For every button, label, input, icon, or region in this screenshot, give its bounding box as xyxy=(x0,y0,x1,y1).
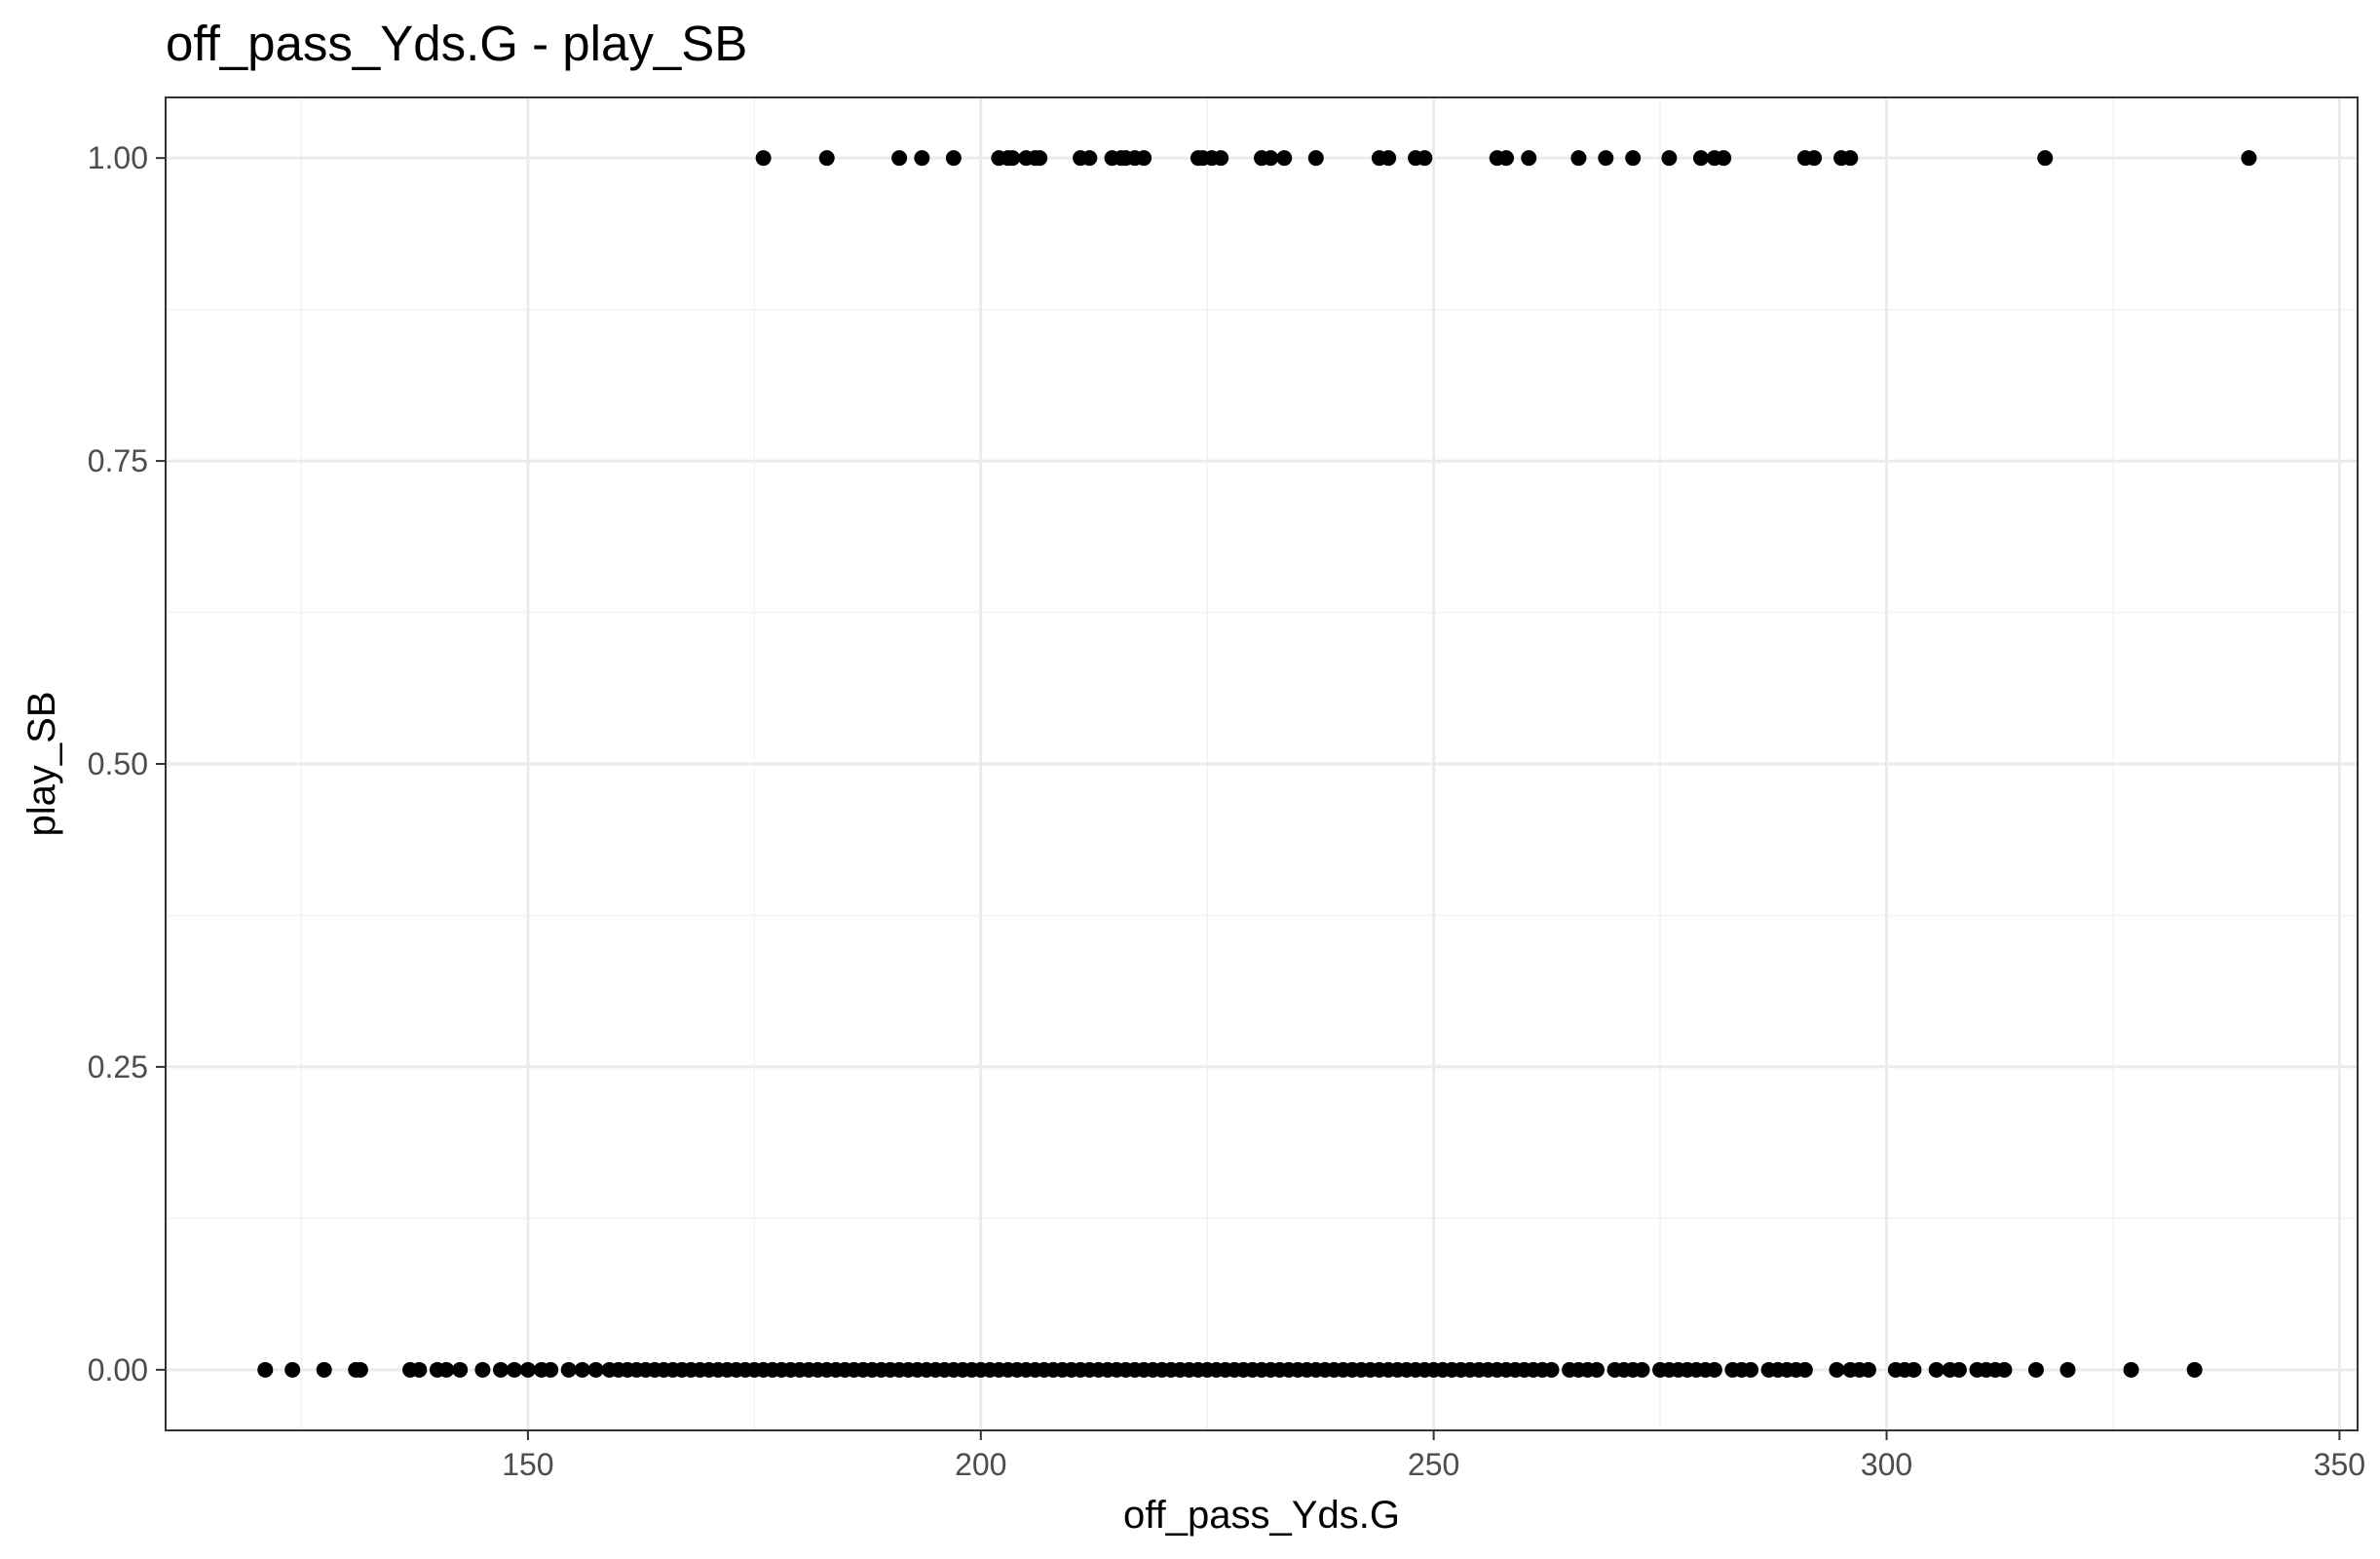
data-point xyxy=(257,1361,274,1378)
data-point xyxy=(1570,150,1587,167)
data-point xyxy=(519,1361,536,1378)
data-point xyxy=(2059,1361,2076,1378)
data-point xyxy=(474,1361,491,1378)
data-point xyxy=(1842,150,1859,167)
x-axis-ticks: 150 200 250 300 350 xyxy=(502,1430,2365,1482)
data-point xyxy=(587,1361,604,1378)
data-point xyxy=(1806,150,1823,167)
data-point xyxy=(1716,150,1732,167)
data-point xyxy=(574,1361,590,1378)
data-point xyxy=(1829,1361,1845,1378)
data-point xyxy=(2123,1361,2139,1378)
data-point xyxy=(352,1361,368,1378)
chart-title: off_pass_Yds.G - play_SB xyxy=(166,16,747,71)
data-point xyxy=(945,150,962,167)
data-point xyxy=(1625,150,1642,167)
data-point xyxy=(1928,1361,1945,1378)
x-axis-title: off_pass_Yds.G xyxy=(1123,1494,1400,1537)
y-tick-label: 0.50 xyxy=(88,746,148,781)
data-point xyxy=(1417,150,1433,167)
x-tick-label: 150 xyxy=(502,1447,553,1482)
data-point xyxy=(2027,1361,2044,1378)
data-point xyxy=(1276,150,1293,167)
x-tick-label: 200 xyxy=(955,1447,1006,1482)
data-point xyxy=(1081,150,1098,167)
data-point xyxy=(1692,150,1709,167)
data-point xyxy=(1213,150,1229,167)
data-point xyxy=(1860,1361,1876,1378)
data-point xyxy=(543,1361,559,1378)
data-point xyxy=(1307,150,1324,167)
data-point xyxy=(1543,1361,1560,1378)
data-point xyxy=(891,150,908,167)
data-point xyxy=(560,1361,577,1378)
y-tick-label: 1.00 xyxy=(88,140,148,175)
data-point xyxy=(1950,1361,1967,1378)
data-point xyxy=(1498,150,1515,167)
data-point xyxy=(1004,150,1021,167)
data-point xyxy=(2037,150,2054,167)
data-point xyxy=(1706,1361,1722,1378)
data-point xyxy=(1589,1361,1606,1378)
data-point xyxy=(2186,1361,2203,1378)
data-point xyxy=(506,1361,522,1378)
data-point xyxy=(411,1361,428,1378)
data-point xyxy=(1521,150,1537,167)
x-tick-label: 300 xyxy=(1861,1447,1912,1482)
data-point xyxy=(1743,1361,1759,1378)
data-point xyxy=(1796,1361,1813,1378)
minor-gridlines xyxy=(166,97,2358,1430)
data-point xyxy=(1032,150,1048,167)
data-points xyxy=(257,150,2257,1378)
data-point xyxy=(493,1361,510,1378)
data-point xyxy=(1380,150,1397,167)
data-point xyxy=(284,1361,301,1378)
x-tick-label: 250 xyxy=(1408,1447,1459,1482)
data-point xyxy=(2241,150,2257,167)
data-point xyxy=(316,1361,332,1378)
y-tick-label: 0.25 xyxy=(88,1049,148,1084)
y-axis-title: play_SB xyxy=(20,692,63,837)
data-point xyxy=(1996,1361,2013,1378)
y-axis-ticks: 0.00 0.25 0.50 0.75 1.00 xyxy=(88,140,166,1388)
data-point xyxy=(438,1361,455,1378)
data-point xyxy=(1136,150,1152,167)
data-point xyxy=(818,150,835,167)
data-point xyxy=(1598,150,1614,167)
data-point xyxy=(1263,150,1279,167)
data-point xyxy=(452,1361,469,1378)
data-point xyxy=(1906,1361,1922,1378)
x-tick-label: 350 xyxy=(2314,1447,2365,1482)
data-point xyxy=(914,150,930,167)
data-point xyxy=(755,150,772,167)
data-point xyxy=(1661,150,1678,167)
data-point xyxy=(1634,1361,1650,1378)
y-tick-label: 0.75 xyxy=(88,443,148,478)
y-tick-label: 0.00 xyxy=(88,1352,148,1388)
